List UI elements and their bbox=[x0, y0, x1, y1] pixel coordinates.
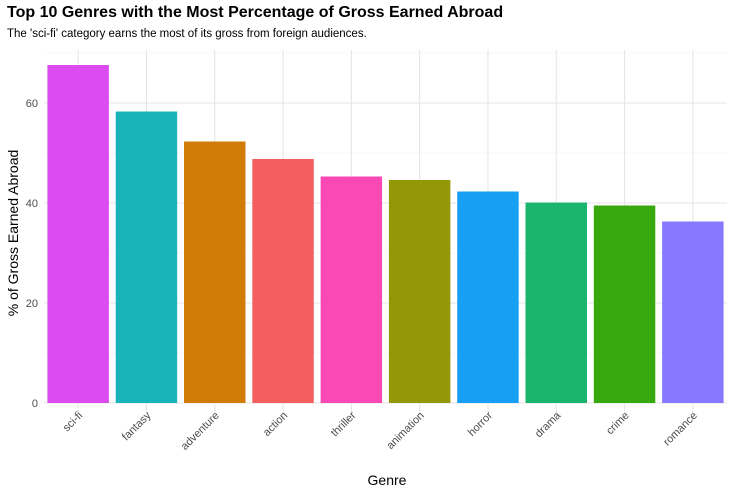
y-tick-label: 0 bbox=[32, 398, 38, 410]
bars bbox=[47, 65, 724, 403]
x-tick-label: horror bbox=[466, 409, 495, 438]
x-tick-label: action bbox=[261, 410, 290, 439]
chart-title: Top 10 Genres with the Most Percentage o… bbox=[7, 4, 504, 21]
bar-horror bbox=[457, 191, 519, 403]
y-axis-ticks: 0 20 40 60 bbox=[26, 98, 38, 410]
x-tick-label: adventure bbox=[179, 410, 222, 453]
y-axis-title: % of Gross Earned Abroad bbox=[5, 150, 21, 317]
bar-animation bbox=[388, 180, 451, 403]
y-tick-label: 60 bbox=[26, 98, 38, 110]
x-axis-title: Genre bbox=[368, 472, 407, 488]
y-tick-label: 20 bbox=[26, 298, 38, 310]
x-tick-label: romance bbox=[661, 410, 700, 449]
x-axis-ticks: sci-fi fantasy adventure action thriller anim… bbox=[61, 409, 700, 453]
x-tick-label: thriller bbox=[329, 409, 359, 439]
x-tick-label: sci-fi bbox=[61, 410, 85, 434]
bar-thriller bbox=[320, 176, 383, 403]
x-tick-label: animation bbox=[385, 410, 427, 452]
x-tick-label: fantasy bbox=[120, 409, 154, 443]
bar-action bbox=[252, 159, 314, 403]
x-tick-label: drama bbox=[533, 409, 564, 440]
bar-crime bbox=[593, 205, 656, 403]
bar-romance bbox=[662, 221, 724, 403]
bar-drama bbox=[525, 202, 587, 403]
bar-fantasy bbox=[115, 111, 178, 403]
x-tick-label: crime bbox=[604, 410, 631, 437]
chart-subtitle: The 'sci-fi' category earns the most of … bbox=[7, 28, 367, 40]
bar-adventure bbox=[184, 141, 246, 403]
y-tick-label: 40 bbox=[26, 198, 38, 210]
bar-sci-fi bbox=[47, 65, 109, 403]
